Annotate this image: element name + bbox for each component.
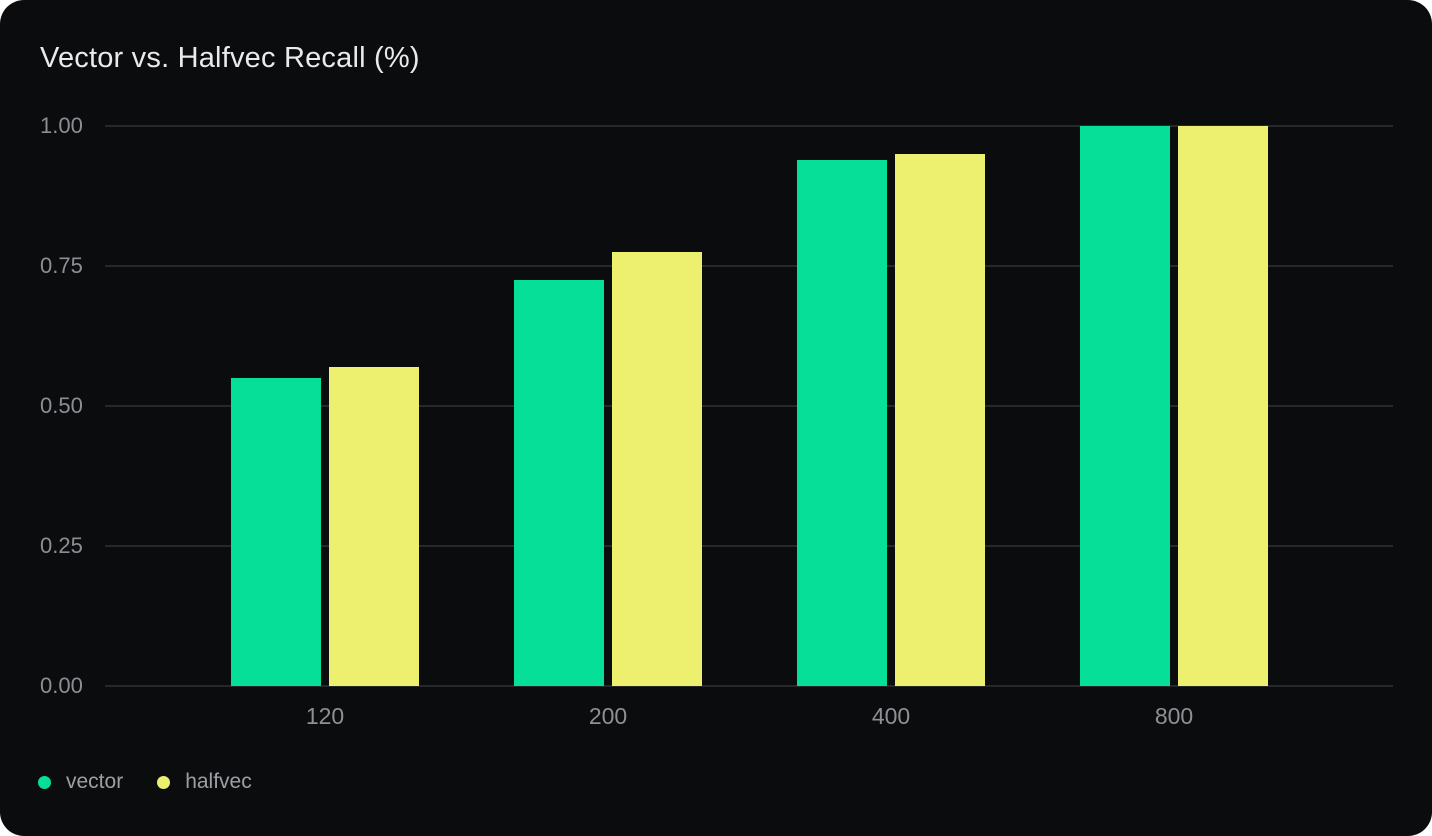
legend-item-vector[interactable]: vector xyxy=(38,770,123,794)
x-tick-label: 400 xyxy=(871,703,911,729)
bar-vector-400 xyxy=(797,160,887,686)
plot-area xyxy=(105,125,1393,687)
y-tick-label: 0.50 xyxy=(40,393,83,418)
y-tick-label: 0.00 xyxy=(40,673,83,698)
gridline xyxy=(105,265,1393,267)
bar-halfvec-800 xyxy=(1178,126,1268,686)
x-tick-label: 200 xyxy=(588,703,628,729)
bar-halfvec-200 xyxy=(612,252,702,686)
legend-item-label: halfvec xyxy=(185,770,252,793)
legend-dot-icon xyxy=(157,775,171,789)
chart-title: Vector vs. Halfvec Recall (%) xyxy=(40,42,420,74)
bar-vector-120 xyxy=(231,378,321,686)
gridline xyxy=(105,405,1393,407)
x-tick-label: 120 xyxy=(305,703,345,729)
y-tick-label: 0.25 xyxy=(40,533,83,558)
bar-vector-800 xyxy=(1080,126,1170,686)
y-tick-label: 0.75 xyxy=(40,253,83,278)
legend-item-label: vector xyxy=(66,770,124,793)
gridline xyxy=(105,685,1393,687)
chart-legend: vector halfvec xyxy=(38,770,252,794)
x-tick-label: 800 xyxy=(1154,703,1194,729)
legend-dot-icon xyxy=(38,775,51,789)
gridline xyxy=(105,125,1393,127)
bar-halfvec-400 xyxy=(895,154,985,686)
gridline xyxy=(105,545,1393,547)
legend-item-halfvec[interactable]: halfvec xyxy=(157,770,252,794)
bar-halfvec-120 xyxy=(329,367,419,686)
bar-vector-200 xyxy=(514,280,604,686)
y-tick-label: 1.00 xyxy=(40,113,83,138)
